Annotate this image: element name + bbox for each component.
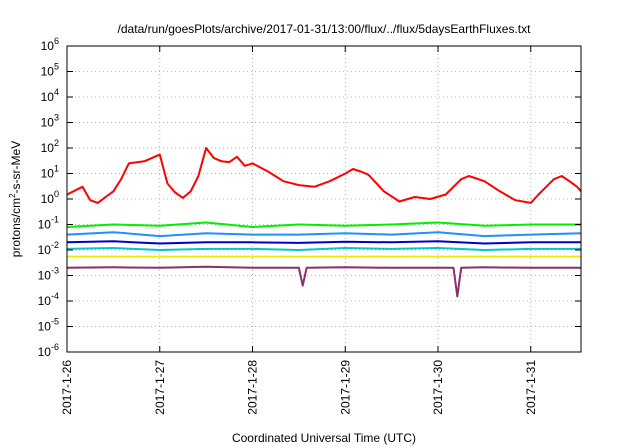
series-line-5	[66, 247, 581, 251]
y-tick-base: 10	[38, 243, 52, 257]
y-tick-label: 10-4	[38, 291, 59, 308]
x-tick-label: 2017-1-26	[60, 360, 74, 415]
y-tick-label: 10-2	[38, 240, 59, 257]
x-tick-label: 2017-1-31	[524, 360, 538, 415]
y-tick-label: 103	[41, 113, 59, 130]
y-tick-base: 10	[38, 294, 52, 308]
y-tick-exponent: 1	[54, 164, 59, 174]
y-axis-label-rest: -s-sr-MeV	[9, 141, 23, 194]
series-layer	[66, 147, 582, 298]
y-axis-label-unit: protons/cm	[9, 198, 23, 257]
y-axis-label-exponent: 2	[8, 193, 17, 198]
y-tick-exponent: -5	[51, 317, 59, 327]
y-tick-base: 10	[38, 218, 52, 232]
y-tick-label: 10-1	[38, 215, 59, 232]
y-tick-base: 10	[38, 345, 52, 359]
y-tick-exponent: -4	[51, 291, 59, 301]
y-tick-exponent: -6	[51, 342, 59, 352]
x-tick-label: 2017-1-29	[338, 360, 352, 415]
y-tick-label: 105	[41, 62, 59, 79]
x-tick-label: 2017-1-30	[431, 360, 445, 415]
y-tick-base: 10	[41, 167, 55, 181]
y-tick-base: 10	[38, 320, 52, 334]
plot-frame	[66, 45, 582, 353]
y-tick-exponent: -1	[51, 215, 59, 225]
y-tick-base: 10	[41, 141, 55, 155]
x-axis: 2017-1-26 2017-1-27 2017-1-28 2017-1-29 2017…	[60, 46, 538, 415]
y-tick-label: 100	[41, 189, 59, 206]
series-line-7	[66, 265, 581, 298]
y-tick-exponent: -3	[51, 266, 59, 276]
y-tick-base: 10	[41, 90, 55, 104]
series-line-1	[66, 147, 582, 204]
y-tick-label: 10-5	[38, 317, 59, 334]
grid	[67, 46, 581, 352]
x-tick-label: 2017-1-27	[153, 360, 167, 415]
series-line-4	[66, 240, 581, 245]
y-tick-exponent: 2	[54, 138, 59, 148]
y-tick-base: 10	[41, 65, 55, 79]
y-axis: 10-610-510-410-310-210-11001011021031041…	[38, 36, 581, 359]
y-tick-exponent: 6	[54, 36, 59, 46]
y-tick-base: 10	[38, 269, 52, 283]
y-axis-label: protons/cm2-s-sr-MeV	[8, 141, 23, 257]
y-tick-exponent: -2	[51, 240, 59, 250]
y-tick-exponent: 0	[54, 189, 59, 199]
x-tick-label: 2017-1-28	[246, 360, 260, 415]
y-tick-label: 104	[41, 87, 59, 104]
series-line-2	[66, 221, 581, 228]
y-tick-label: 101	[41, 164, 59, 181]
series-line-3	[66, 231, 582, 238]
y-tick-exponent: 5	[54, 62, 59, 72]
y-tick-base: 10	[41, 39, 55, 53]
y-tick-label: 10-6	[38, 342, 59, 359]
y-tick-base: 10	[41, 116, 55, 130]
y-tick-exponent: 4	[54, 87, 59, 97]
y-tick-exponent: 3	[54, 113, 59, 123]
x-axis-label: Coordinated Universal Time (UTC)	[232, 431, 416, 445]
y-tick-label: 102	[41, 138, 59, 155]
y-tick-base: 10	[41, 192, 55, 206]
chart-title: /data/run/goesPlots/archive/2017-01-31/1…	[118, 22, 532, 36]
y-tick-label: 106	[41, 36, 59, 53]
y-tick-label: 10-3	[38, 266, 59, 283]
